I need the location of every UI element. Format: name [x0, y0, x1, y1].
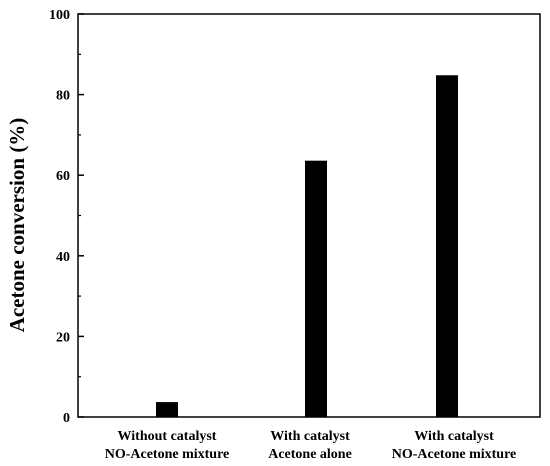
y-tick-label: 100	[49, 8, 70, 23]
bars	[156, 75, 458, 418]
y-tick-label: 20	[56, 330, 70, 345]
x-axis-labels: Without catalyst NO-Acetone mixture With c…	[105, 429, 517, 462]
bar	[305, 160, 327, 417]
x-category-label: With catalyst	[270, 429, 350, 444]
x-category-label: NO-Acetone mixture	[105, 447, 230, 462]
bar	[156, 402, 178, 417]
x-category-label: NO-Acetone mixture	[392, 447, 517, 462]
x-category-label: Without catalyst	[118, 429, 217, 444]
y-axis-ticks: 0 20 40 60 80 100	[49, 8, 84, 426]
y-tick-label: 40	[56, 250, 70, 265]
y-tick-label: 60	[56, 169, 70, 184]
x-category-label: Acetone alone	[268, 447, 352, 462]
y-axis-title: Acetone conversion (%)	[5, 118, 29, 333]
y-tick-label: 80	[56, 89, 70, 104]
y-tick-label: 0	[63, 411, 70, 426]
x-category-label: With catalyst	[414, 429, 494, 444]
bar	[436, 75, 458, 418]
